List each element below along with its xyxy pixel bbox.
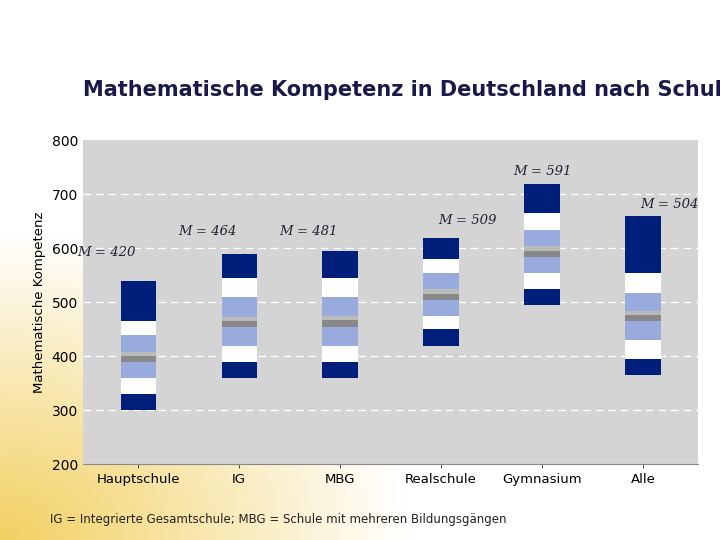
Bar (222, 346, 257, 362)
Y-axis label: Mathematische Kompetenz: Mathematische Kompetenz (33, 212, 46, 393)
Bar (323, 327, 358, 346)
Text: M = 481: M = 481 (279, 225, 337, 238)
Bar (625, 311, 660, 315)
Bar (524, 251, 559, 256)
Bar (323, 346, 358, 362)
Bar (625, 340, 660, 359)
Bar (524, 256, 559, 273)
Text: M = 464: M = 464 (178, 225, 236, 238)
Bar (625, 359, 660, 375)
Bar (222, 297, 257, 317)
Bar (524, 184, 559, 213)
Bar (323, 278, 358, 297)
Bar (323, 320, 358, 327)
Bar (323, 316, 358, 320)
Bar (222, 321, 257, 327)
Text: M = 504: M = 504 (640, 198, 698, 211)
Text: IG = Integrierte Gesamtschule; MBG = Schule mit mehreren Bildungsgängen: IG = Integrierte Gesamtschule; MBG = Sch… (50, 514, 507, 526)
Bar (423, 300, 459, 316)
Bar (323, 251, 358, 278)
Bar (121, 335, 156, 352)
Bar (625, 321, 660, 340)
Bar (423, 238, 459, 259)
Bar (222, 362, 257, 378)
Bar (222, 317, 257, 321)
Bar (222, 278, 257, 297)
Bar (121, 281, 156, 321)
Bar (423, 273, 459, 289)
Bar (222, 327, 257, 346)
Bar (423, 294, 459, 300)
Bar (423, 329, 459, 346)
Bar (524, 289, 559, 305)
Bar (121, 321, 156, 335)
Bar (121, 352, 156, 356)
Text: M = 420: M = 420 (77, 246, 135, 259)
Bar (625, 216, 660, 273)
Bar (524, 213, 559, 230)
Bar (524, 273, 559, 289)
Bar (121, 394, 156, 410)
Bar (222, 254, 257, 278)
Bar (524, 230, 559, 246)
Bar (625, 273, 660, 293)
Text: M = 509: M = 509 (438, 214, 496, 227)
Bar (423, 289, 459, 294)
Text: M = 591: M = 591 (513, 165, 571, 178)
Bar (121, 378, 156, 394)
Bar (121, 362, 156, 378)
Bar (323, 362, 358, 378)
Text: Mathematische Kompetenz in Deutschland nach Schulart: Mathematische Kompetenz in Deutschland n… (83, 80, 720, 100)
Bar (625, 293, 660, 311)
Bar (121, 356, 156, 362)
Bar (625, 315, 660, 321)
Bar (323, 297, 358, 316)
Bar (524, 246, 559, 251)
Bar (423, 259, 459, 273)
Bar (423, 316, 459, 329)
